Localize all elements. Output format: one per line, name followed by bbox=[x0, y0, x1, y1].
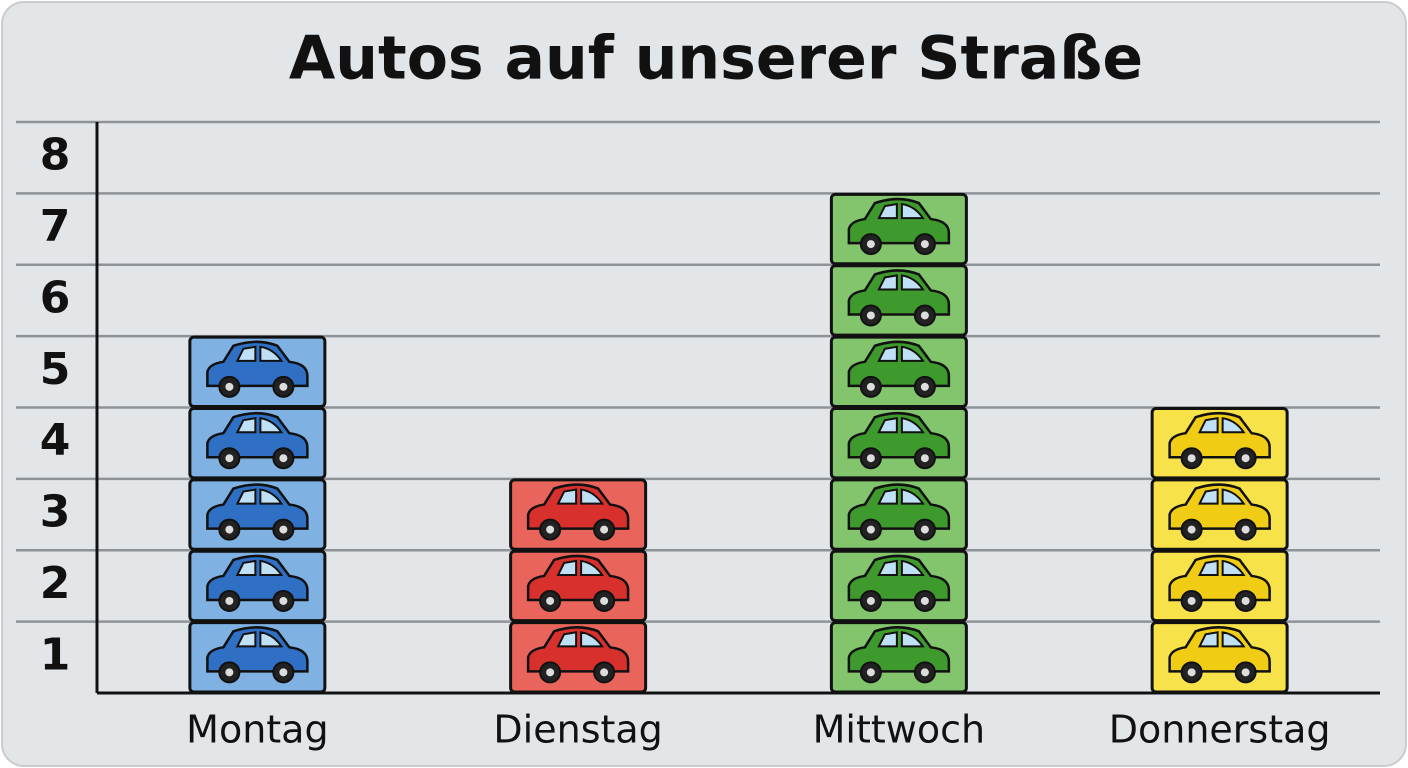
car-window bbox=[556, 488, 604, 505]
car-window bbox=[877, 488, 925, 505]
car-window bbox=[877, 202, 925, 220]
car-body bbox=[206, 340, 309, 388]
car-window bbox=[1198, 488, 1246, 505]
car-hub bbox=[600, 668, 609, 677]
car-window bbox=[235, 488, 284, 505]
car-hub bbox=[920, 596, 929, 605]
x-tick-label: Mittwoch bbox=[813, 708, 985, 752]
car-window bbox=[235, 559, 284, 576]
car-hub bbox=[225, 525, 234, 534]
car-body bbox=[847, 626, 951, 673]
car-window bbox=[1198, 631, 1246, 648]
car-body bbox=[526, 554, 630, 602]
car-window bbox=[235, 345, 284, 362]
y-tick-label: 4 bbox=[40, 415, 71, 466]
car-window bbox=[556, 631, 604, 648]
car-body bbox=[206, 554, 309, 602]
bar bbox=[188, 335, 327, 694]
car-hub bbox=[866, 668, 875, 677]
car-hub bbox=[279, 525, 288, 534]
y-tick-label: 8 bbox=[40, 130, 71, 181]
y-tick-label: 5 bbox=[40, 344, 71, 395]
car-hub bbox=[1187, 668, 1196, 677]
car-body bbox=[526, 483, 630, 530]
car-hub bbox=[920, 525, 929, 534]
bar bbox=[509, 478, 648, 694]
y-tick-label: 2 bbox=[40, 558, 71, 609]
car-hub bbox=[225, 596, 234, 605]
car-window bbox=[877, 417, 925, 434]
car-hub bbox=[920, 240, 929, 249]
car-body bbox=[847, 554, 951, 602]
car-hub bbox=[279, 454, 288, 463]
car-body bbox=[1168, 411, 1271, 459]
car-hub bbox=[866, 382, 875, 391]
car-window bbox=[1198, 417, 1246, 434]
car-hub bbox=[866, 454, 875, 463]
car-hub bbox=[866, 596, 875, 605]
car-body bbox=[1168, 626, 1271, 673]
bar bbox=[1150, 407, 1289, 694]
car-hub bbox=[920, 454, 929, 463]
car-hub bbox=[1241, 596, 1250, 605]
car-window bbox=[877, 631, 925, 648]
car-body bbox=[206, 483, 309, 530]
y-tick-label: 7 bbox=[40, 201, 71, 252]
car-window bbox=[877, 274, 925, 291]
bar bbox=[829, 192, 968, 694]
car-window bbox=[235, 631, 284, 648]
x-tick-label: Donnerstag bbox=[1109, 708, 1331, 752]
car-body bbox=[1168, 554, 1271, 602]
x-tick-label: Montag bbox=[186, 708, 328, 752]
car-body bbox=[847, 340, 951, 388]
car-hub bbox=[279, 596, 288, 605]
car-body bbox=[847, 411, 951, 459]
car-body bbox=[206, 626, 309, 673]
y-tick-label: 1 bbox=[40, 629, 71, 680]
car-hub bbox=[546, 668, 555, 677]
car-body bbox=[526, 626, 630, 673]
car-hub bbox=[866, 240, 875, 249]
car-hub bbox=[920, 668, 929, 677]
car-hub bbox=[1241, 525, 1250, 534]
car-hub bbox=[546, 596, 555, 605]
car-window bbox=[877, 345, 925, 362]
car-body bbox=[847, 269, 951, 316]
car-body bbox=[847, 483, 951, 530]
car-window bbox=[877, 559, 925, 576]
car-hub bbox=[1187, 525, 1196, 534]
y-tick-label: 6 bbox=[40, 272, 71, 323]
car-hub bbox=[866, 525, 875, 534]
car-window bbox=[235, 417, 284, 434]
car-hub bbox=[279, 668, 288, 677]
car-hub bbox=[866, 311, 875, 320]
car-hub bbox=[1187, 454, 1196, 463]
car-window bbox=[1198, 559, 1246, 576]
y-tick-label: 3 bbox=[40, 487, 71, 538]
car-hub bbox=[225, 668, 234, 677]
car-hub bbox=[920, 382, 929, 391]
car-hub bbox=[1187, 596, 1196, 605]
x-tick-label: Dienstag bbox=[493, 708, 662, 752]
car-body bbox=[1168, 483, 1271, 530]
chart-title: Autos auf unserer Straße bbox=[289, 24, 1143, 94]
car-hub bbox=[600, 525, 609, 534]
car-hub bbox=[920, 311, 929, 320]
car-hub bbox=[1241, 668, 1250, 677]
car-hub bbox=[1241, 454, 1250, 463]
car-hub bbox=[279, 382, 288, 391]
car-hub bbox=[600, 596, 609, 605]
car-hub bbox=[225, 454, 234, 463]
car-body bbox=[847, 197, 951, 245]
car-hub bbox=[546, 525, 555, 534]
car-window bbox=[556, 559, 604, 576]
car-hub bbox=[225, 382, 234, 391]
car-body bbox=[206, 411, 309, 459]
